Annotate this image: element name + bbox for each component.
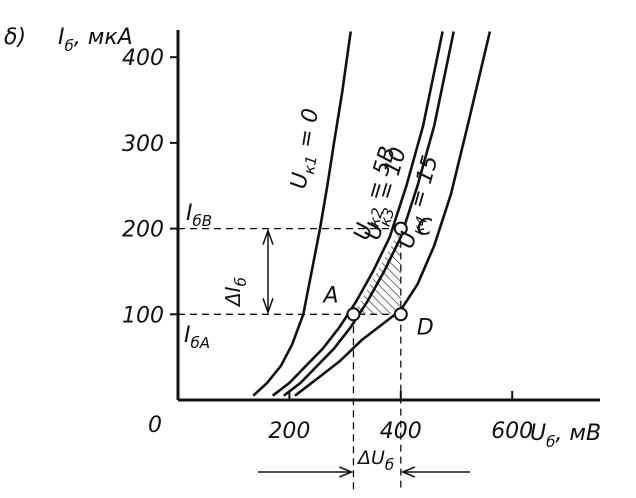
series-label-sub: к1	[300, 154, 321, 175]
delta-i-prefix: Δ	[221, 292, 245, 308]
point-c	[393, 221, 408, 236]
y-tick-label-100: 100	[122, 303, 164, 328]
delta-u-symbol: U	[371, 447, 385, 469]
series-label-sub: к3	[376, 206, 399, 229]
i-b-a-label: IбА	[184, 323, 210, 352]
point-a	[346, 307, 361, 322]
y-tick-label-200: 200	[122, 218, 164, 243]
series-label-symbol: U	[287, 171, 314, 191]
series-label-symbol: U	[394, 229, 422, 251]
series-line-3	[283, 31, 455, 397]
series-label-text: = 0	[292, 107, 324, 157]
i-b-b-symbol: I	[186, 201, 193, 226]
series-label-symbol: U	[361, 220, 390, 243]
series-label-text: = 15	[403, 153, 443, 218]
point-label-c: C	[417, 216, 433, 241]
y-axis-label-unit: , мкА	[74, 25, 133, 50]
delta-i-arrowhead-bottom	[262, 298, 274, 315]
point-label-a: A	[321, 283, 338, 308]
y-axis-label-sub: б	[65, 37, 74, 55]
delta-u-arrowhead-left	[339, 466, 354, 478]
i-b-b-sub: бВ	[193, 212, 213, 230]
panel-label: δ)	[4, 25, 26, 50]
axes	[170, 30, 600, 402]
y-axis-label: Iб, мкА	[58, 25, 133, 55]
x-tick-label-600: 600	[491, 419, 533, 444]
x-axis-label: Uб, мВ	[530, 421, 601, 451]
series-label-sub: к2	[365, 206, 388, 229]
point-d	[393, 307, 408, 322]
delta-u-label: ΔUб	[356, 447, 394, 474]
x-axis-label-symbol: U	[530, 421, 546, 446]
delta-i-symbol: I	[221, 286, 245, 292]
delta-u-prefix: Δ	[356, 447, 371, 469]
x-tick-label-400: 400	[380, 419, 422, 444]
delta-i-sub: б	[232, 277, 250, 286]
x-axis-label-sub: б	[546, 433, 555, 451]
series-line-1	[252, 31, 352, 397]
delta-u-arrowhead-right	[400, 466, 416, 478]
series-line-2	[271, 31, 444, 397]
x-tick-label-200: 200	[268, 419, 310, 444]
origin-label: 0	[148, 413, 162, 438]
delta-i-arrowhead-top	[262, 228, 274, 245]
i-b-a-symbol: I	[184, 323, 191, 348]
i-b-a-sub: бА	[191, 334, 211, 352]
labels: δ) Iб, мкА Uб, мВ 0 IбВ IбА ΔIб ΔUб 1002…	[4, 25, 601, 474]
delta-i-label: ΔIб	[221, 277, 250, 308]
series-label-1: Uк1 = 0	[287, 107, 328, 192]
delta-u-sub: б	[385, 456, 394, 474]
hatch-region	[353, 228, 401, 315]
x-axis-label-unit: , мВ	[555, 421, 601, 446]
series-label-sub: к4	[409, 214, 431, 237]
series-label-symbol: U	[350, 220, 379, 243]
y-tick-label-300: 300	[122, 132, 164, 157]
point-label-d: D	[417, 315, 434, 340]
hatched-triangle	[353, 228, 401, 315]
i-b-b-label: IбВ	[186, 201, 212, 230]
y-axis-label-symbol: I	[58, 25, 65, 50]
y-tick-label-400: 400	[122, 46, 164, 71]
points	[346, 221, 408, 322]
